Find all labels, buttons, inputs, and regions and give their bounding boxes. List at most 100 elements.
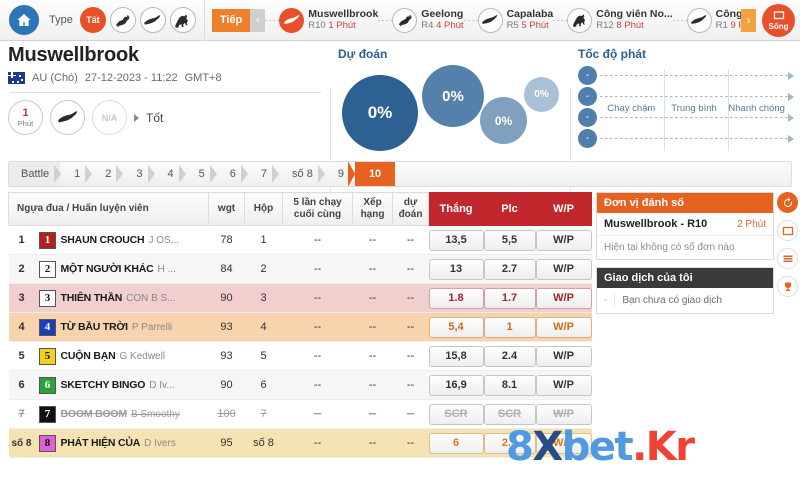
event-item[interactable]: Công viên No... R12 8 Phút [553,7,673,33]
horse-racing-icon[interactable] [109,7,136,33]
win-odds-cell[interactable]: 13 [428,254,484,284]
wp-odds-cell[interactable]: W/P [535,370,592,400]
refresh-icon[interactable] [777,192,798,213]
trophy-icon[interactable] [777,276,798,297]
wp-odds-button[interactable]: W/P [535,374,592,396]
plc-odds-button[interactable]: 2.7 [483,258,536,280]
plc-odds-button[interactable]: 1.7 [483,287,536,309]
runner-name-cell: SHAUN CROUCH J OS... [60,225,209,255]
wp-odds-button[interactable]: W/P [535,432,592,454]
plc-odds-button[interactable]: 2.4 [483,345,536,367]
win-odds-cell[interactable]: 1.8 [428,283,484,313]
harness-racing-icon[interactable] [567,7,593,33]
wp-odds-button[interactable]: W/P [535,345,592,367]
win-odds-button[interactable]: 1.8 [428,287,484,309]
plc-odds-button[interactable]: 8.1 [483,374,536,396]
greyhound-icon[interactable] [279,7,305,33]
wp-odds-cell[interactable]: W/P [535,312,592,342]
tv-icon[interactable] [777,220,798,241]
wp-odds-cell[interactable]: W/P [535,283,592,313]
list-icon[interactable] [777,248,798,269]
plc-odds-cell[interactable]: 1.7 [483,283,536,313]
breadcrumb-race-1[interactable]: 1 [60,162,93,186]
speed-track [600,75,788,76]
plc-odds-cell[interactable]: 2.4 [483,341,536,371]
harness-racing-icon[interactable] [169,7,196,33]
runner-name-cell: CUỘN BẠN G Kedwell [60,341,209,371]
silk-cell: 5 [34,341,61,371]
plc-odds-cell[interactable]: 5,5 [483,225,536,255]
prediction-bubble[interactable]: 0% [524,77,559,112]
breadcrumb-race-2[interactable]: 2 [91,162,124,186]
win-odds-cell[interactable]: 16,9 [428,370,484,400]
table-row[interactable]: 2 2 MỘT NGƯỜI KHÁC H ... 84 2 -- -- -- 13… [8,254,592,284]
table-row[interactable]: 3 3 THIÊN THẦN CON B S... 90 3 -- -- -- 1… [8,283,592,313]
wp-odds-cell[interactable]: W/P [535,254,592,284]
trainer-name: CON B S... [126,293,176,304]
breadcrumb-race-8[interactable]: số 8 [278,162,325,186]
event-item[interactable]: Muswellbrook R10 1 Phút [265,7,378,33]
breadcrumb-race-5[interactable]: 5 [185,162,217,186]
win-odds-button[interactable]: 5,4 [428,316,484,338]
table-row[interactable]: 1 1 SHAUN CROUCH J OS... 78 1 -- -- -- 13… [8,225,592,255]
greyhound-icon[interactable] [477,7,503,33]
event-item[interactable]: Capalaba R5 5 Phút [463,7,553,33]
win-odds-button[interactable]: 16,9 [428,374,484,396]
scroll-left-icon[interactable]: ‹ [250,8,266,32]
plc-odds-button[interactable]: 2.9 [483,432,536,454]
win-odds-button[interactable]: 6 [428,432,484,454]
prediction-bubble[interactable]: 0% [422,65,484,127]
breadcrumb-race-7[interactable]: 7 [247,162,280,186]
event-item[interactable]: Geelong R4 4 Phút [378,7,464,33]
wp-odds-button[interactable]: W/P [535,229,592,251]
greyhound-icon[interactable] [139,7,166,33]
table-row[interactable]: 6 6 SKETCHY BINGO D Iv... 90 6 -- -- -- 1… [8,370,592,400]
breadcrumb-race-3[interactable]: 3 [122,162,155,186]
runner-number: 6 [8,370,35,400]
table-row[interactable]: 5 5 CUỘN BẠN G Kedwell 93 5 -- -- -- 15,8… [8,341,592,371]
event-race: R10 [308,20,326,31]
weather-text: N/A [101,112,118,123]
event-name: Công viên No... [596,8,673,20]
plc-odds-cell[interactable]: 2.9 [483,428,536,458]
prediction-bubble[interactable]: 0% [480,97,527,144]
win-odds-cell[interactable]: 15,8 [428,341,484,371]
win-odds-cell[interactable]: 5,4 [428,312,484,342]
home-icon[interactable] [9,5,39,35]
win-odds-cell[interactable]: 13,5 [428,225,484,255]
plc-odds-cell[interactable]: 2.7 [483,254,536,284]
watermark-part-4: .Kr [632,424,695,470]
wp-odds-cell[interactable]: W/P [535,341,592,371]
type-filter-all-button[interactable]: Tất [79,7,106,33]
breadcrumb-race-4[interactable]: 4 [154,162,186,186]
greyhound-icon[interactable] [686,7,712,33]
speed-row: - [578,86,794,107]
wp-odds-button[interactable]: W/P [535,258,592,280]
table-row[interactable]: 4 4 TỪ BẦU TRỜI P Parrelli 93 4 -- -- -- … [8,312,592,342]
breadcrumb-battle[interactable]: Battle [9,162,62,186]
live-stream-button[interactable]: Sống [762,3,795,37]
plc-odds-cell[interactable]: 1 [483,312,536,342]
plc-odds-button[interactable]: 1 [483,316,536,338]
wp-odds-cell[interactable]: W/P [535,225,592,255]
win-odds-cell[interactable]: 6 [428,428,484,458]
pred-cell: -- [392,283,429,313]
prediction-bubble[interactable]: 0% [342,75,418,151]
wp-odds-button[interactable]: W/P [535,316,592,338]
th-win: Thắng [428,192,485,226]
speed-row: - [578,65,794,86]
win-odds-button[interactable]: 13,5 [428,229,484,251]
breadcrumb-race-6[interactable]: 6 [216,162,249,186]
plc-odds-button[interactable]: 5,5 [483,229,536,251]
plc-odds-cell[interactable]: 8.1 [483,370,536,400]
horse-racing-icon[interactable] [392,7,418,33]
next-races-button[interactable]: Tiếp [211,8,251,32]
win-odds-button[interactable]: 15,8 [428,345,484,367]
breadcrumb-race-10[interactable]: 10 [347,162,396,186]
wp-odds-cell[interactable]: W/P [535,428,592,458]
wp-odds-button[interactable]: W/P [535,287,592,309]
win-odds-button[interactable]: 13 [428,258,484,280]
event-item[interactable]: Công viên R1 9 Phút [672,7,741,33]
scroll-right-icon[interactable]: › [741,8,756,32]
table-row[interactable]: số 8 8 PHÁT HIỆN CỦA D Ivers 95 số 8 -- -… [8,428,592,458]
